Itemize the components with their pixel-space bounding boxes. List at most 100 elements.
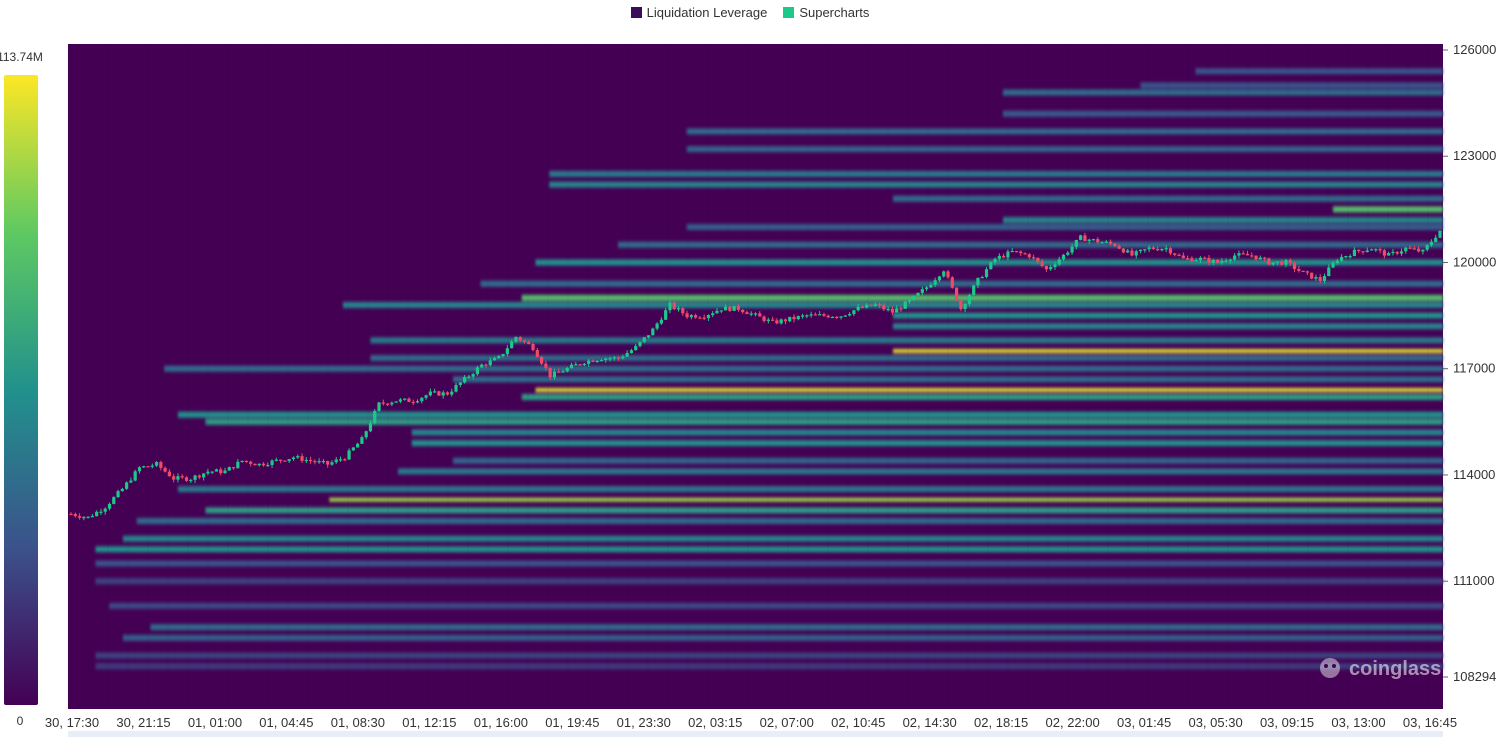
candle-body xyxy=(1036,257,1040,262)
candle-body xyxy=(270,460,274,465)
heatmap-band-45 xyxy=(1195,68,1443,75)
heatmap-band-21 xyxy=(453,376,1443,383)
candle-body xyxy=(668,302,672,311)
x-tick-label: 03, 16:45 xyxy=(1403,715,1457,730)
legend-swatch-liquidation-leverage xyxy=(630,7,642,18)
candle-body xyxy=(1173,253,1177,255)
candle-body xyxy=(77,516,82,518)
candle-body xyxy=(1310,272,1314,279)
color-scale-bar xyxy=(4,75,38,705)
candle-body xyxy=(1010,250,1014,253)
heatmap-band-25 xyxy=(370,337,1443,344)
candle-body xyxy=(1258,257,1262,260)
candle-body xyxy=(942,271,946,277)
candle-body xyxy=(1130,250,1134,256)
candle-body xyxy=(1357,249,1361,252)
candle-body xyxy=(321,461,326,463)
candle-body xyxy=(184,477,189,481)
candle-body xyxy=(137,467,142,472)
heatmap-band-9 xyxy=(150,624,1443,631)
candle-body xyxy=(732,306,736,311)
candle-body xyxy=(856,306,860,311)
candle-body xyxy=(1322,276,1327,281)
candle-body xyxy=(112,497,116,504)
legend-swatch-supercharts xyxy=(783,7,795,18)
candle-body xyxy=(133,471,137,481)
candle-body xyxy=(723,306,728,311)
candle-body xyxy=(967,295,972,304)
candle-body xyxy=(1404,247,1408,252)
heatmap-band-43 xyxy=(1003,89,1443,96)
heatmap-band-41 xyxy=(686,128,1443,135)
candle-body xyxy=(1344,256,1348,258)
candle-body xyxy=(749,313,753,315)
candle-body xyxy=(403,398,407,400)
candle-body xyxy=(531,344,535,350)
candle-body xyxy=(1091,239,1096,241)
heatmap-band-2 xyxy=(205,507,1443,514)
candle-body xyxy=(390,402,394,405)
legend-item-supercharts[interactable]: Supercharts xyxy=(783,5,869,20)
candle-body xyxy=(488,360,492,366)
candle-body xyxy=(99,511,103,513)
candle-body xyxy=(685,313,689,318)
candle-body xyxy=(672,302,676,309)
candle-body xyxy=(895,308,899,313)
candle-body xyxy=(741,309,745,313)
candle-body xyxy=(236,461,240,469)
candle-body xyxy=(1271,262,1275,265)
candle-body xyxy=(377,402,381,411)
heatmap-band-19 xyxy=(521,394,1443,401)
candle-body xyxy=(163,467,167,472)
candle-body xyxy=(125,482,129,489)
legend-item-liquidation-leverage[interactable]: Liquidation Leverage xyxy=(630,5,767,20)
heatmap-band-15 xyxy=(411,440,1443,447)
y-tick-label: 114000 xyxy=(1453,467,1495,482)
candle-body xyxy=(595,360,599,362)
candle-body xyxy=(437,391,441,396)
x-tick-label: 01, 23:30 xyxy=(617,715,671,730)
candle-body xyxy=(231,467,236,469)
candle-body xyxy=(920,289,924,293)
candle-body xyxy=(634,346,638,351)
heatmap-band-1 xyxy=(178,486,1443,493)
candle-body xyxy=(912,295,916,301)
candle-body xyxy=(681,308,685,314)
candle-body xyxy=(1190,258,1194,262)
candle-body xyxy=(839,316,843,318)
candle-body xyxy=(736,306,740,310)
candle-body xyxy=(753,313,758,315)
candle-body xyxy=(1305,271,1309,273)
candle-body xyxy=(1237,253,1241,256)
candle-body xyxy=(882,305,886,310)
heatmap-band-17 xyxy=(205,418,1443,425)
candle-body xyxy=(702,317,706,319)
x-tick-label: 02, 14:30 xyxy=(903,715,957,730)
candle-body xyxy=(1340,256,1344,261)
candle-body xyxy=(159,462,163,468)
candle-body xyxy=(1348,256,1352,258)
heatmap-band-16 xyxy=(411,429,1443,436)
heatmap-band-40 xyxy=(686,146,1443,153)
candle-body xyxy=(1040,261,1044,266)
candle-body xyxy=(1352,249,1357,257)
heatmap-band-5 xyxy=(95,546,1443,553)
heatmap-band-33 xyxy=(618,241,1443,248)
candle-body xyxy=(116,491,120,498)
candle-body xyxy=(445,392,450,395)
candle-body xyxy=(347,450,351,460)
candle-body xyxy=(505,348,509,355)
candle-body xyxy=(676,308,681,310)
y-tick-label: 126000 xyxy=(1453,42,1496,57)
navigator-strip[interactable] xyxy=(68,731,1443,737)
candle-body xyxy=(398,399,403,402)
candle-body xyxy=(569,364,574,369)
candle-body xyxy=(1168,248,1173,254)
x-tick-label: 03, 05:30 xyxy=(1188,715,1242,730)
candle-body xyxy=(381,402,385,404)
candle-body xyxy=(86,516,90,518)
candle-body xyxy=(1185,258,1190,260)
candle-body xyxy=(954,287,959,301)
candle-body xyxy=(510,341,514,349)
